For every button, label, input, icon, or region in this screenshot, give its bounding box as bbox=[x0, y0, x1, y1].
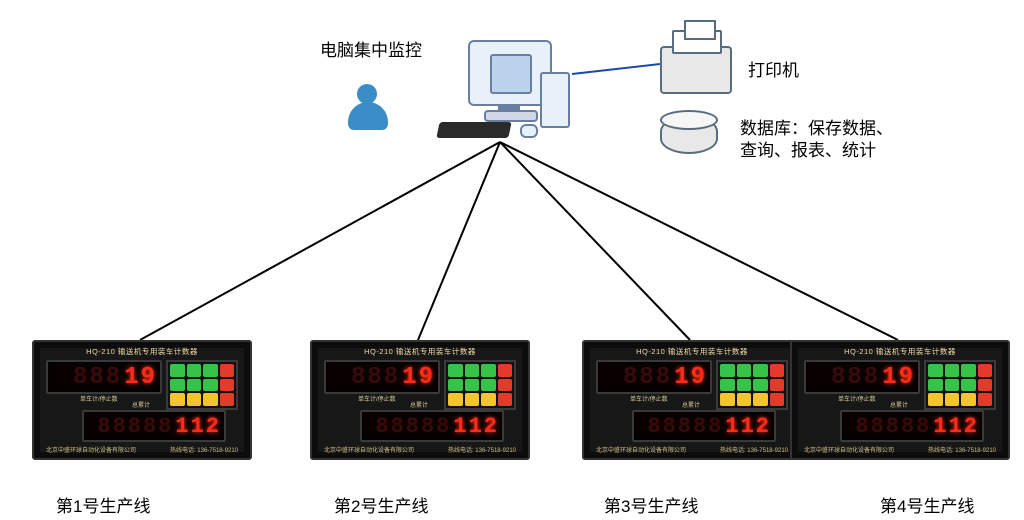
footer-company: 北京中盛环球自动化设备有限公司 bbox=[804, 445, 894, 454]
user-icon bbox=[344, 82, 392, 130]
computer-label: 电脑集中监控 bbox=[320, 36, 422, 61]
single-count-display: 88819 bbox=[804, 360, 920, 394]
footer-phone: 热线电话: 136-7518-9210 bbox=[928, 445, 996, 454]
footer-company: 北京中盛环球自动化设备有限公司 bbox=[46, 445, 136, 454]
keyboard-icon bbox=[436, 122, 511, 138]
panel-title: HQ-210 输送机专用装车计数器 bbox=[792, 346, 1008, 357]
pc-tower-icon bbox=[540, 72, 570, 128]
counter-panel: HQ-210 输送机专用装车计数器 88819单车计/停止数总累计88888112… bbox=[790, 340, 1010, 460]
sub-label-2: 总累计 bbox=[682, 400, 700, 409]
sub-label-1: 单车计/停止数 bbox=[630, 394, 668, 403]
production-line-label: 第2号生产线 bbox=[334, 492, 428, 517]
printer-label: 打印机 bbox=[748, 56, 799, 81]
counter-panel: HQ-210 输送机专用装车计数器 88819单车计/停止数总累计88888112… bbox=[582, 340, 802, 460]
sub-label-2: 总累计 bbox=[890, 400, 908, 409]
keypad bbox=[716, 360, 788, 410]
production-line-label: 第3号生产线 bbox=[604, 492, 698, 517]
total-count-display: 88888112 bbox=[82, 410, 226, 442]
footer-phone: 热线电话: 136-7518-9210 bbox=[720, 445, 788, 454]
sub-label-1: 单车计/停止数 bbox=[838, 394, 876, 403]
footer-phone: 热线电话: 136-7518-9210 bbox=[448, 445, 516, 454]
monitor-base bbox=[484, 110, 538, 122]
panel-title: HQ-210 输送机专用装车计数器 bbox=[584, 346, 800, 357]
total-count-display: 88888112 bbox=[840, 410, 984, 442]
production-line-label: 第1号生产线 bbox=[56, 492, 150, 517]
counter-panel: HQ-210 输送机专用装车计数器 88819单车计/停止数总累计88888112… bbox=[32, 340, 252, 460]
keypad bbox=[444, 360, 516, 410]
sub-label-1: 单车计/停止数 bbox=[80, 394, 118, 403]
counter-panel: HQ-210 输送机专用装车计数器 88819单车计/停止数总累计88888112… bbox=[310, 340, 530, 460]
keypad bbox=[166, 360, 238, 410]
footer-company: 北京中盛环球自动化设备有限公司 bbox=[596, 445, 686, 454]
total-count-display: 88888112 bbox=[632, 410, 776, 442]
sub-label-1: 单车计/停止数 bbox=[358, 394, 396, 403]
panel-title: HQ-210 输送机专用装车计数器 bbox=[34, 346, 250, 357]
mouse-icon bbox=[520, 124, 538, 138]
footer-phone: 热线电话: 136-7518-9210 bbox=[170, 445, 238, 454]
database-icon bbox=[660, 116, 718, 154]
panel-title: HQ-210 输送机专用装车计数器 bbox=[312, 346, 528, 357]
printer-icon bbox=[660, 46, 732, 94]
keypad bbox=[924, 360, 996, 410]
sub-label-2: 总累计 bbox=[132, 400, 150, 409]
database-label: 数据库：保存数据、 查询、报表、统计 bbox=[740, 118, 893, 162]
single-count-display: 88819 bbox=[46, 360, 162, 394]
production-line-label: 第4号生产线 bbox=[880, 492, 974, 517]
sub-label-2: 总累计 bbox=[410, 400, 428, 409]
single-count-display: 88819 bbox=[324, 360, 440, 394]
single-count-display: 88819 bbox=[596, 360, 712, 394]
footer-company: 北京中盛环球自动化设备有限公司 bbox=[324, 445, 414, 454]
total-count-display: 88888112 bbox=[360, 410, 504, 442]
